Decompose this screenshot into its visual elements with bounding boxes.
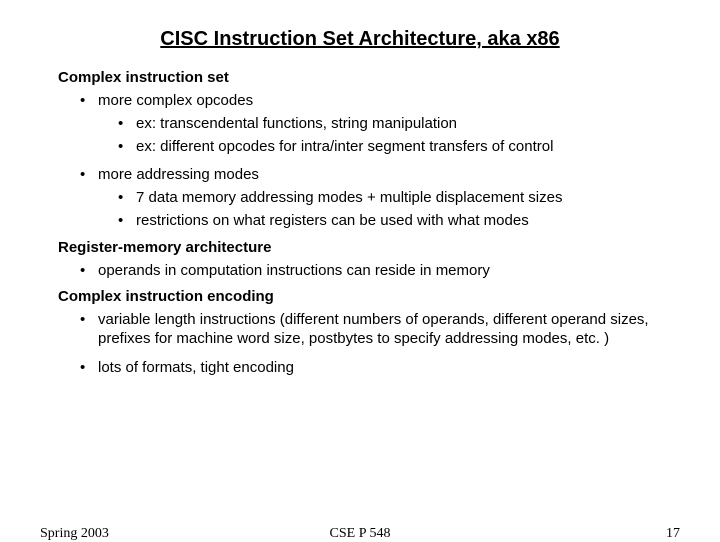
slide-title: CISC Instruction Set Architecture, aka x… xyxy=(40,28,680,51)
bullet-l2: 7 data memory addressing modes + multipl… xyxy=(136,189,670,208)
bullet-l1: more addressing modes xyxy=(98,166,680,185)
section-heading: Complex instruction encoding xyxy=(58,288,680,305)
bullet-l2: restrictions on what registers can be us… xyxy=(136,212,670,231)
bullet-l2: ex: different opcodes for intra/inter se… xyxy=(136,138,670,157)
bullet-l1: operands in computation instructions can… xyxy=(98,262,680,281)
bullet-l1: more complex opcodes xyxy=(98,92,680,111)
section-heading: Complex instruction set xyxy=(58,69,680,86)
bullet-l1: lots of formats, tight encoding xyxy=(98,359,680,378)
bullet-l1: variable length instructions (different … xyxy=(98,311,680,349)
bullet-l2: ex: transcendental functions, string man… xyxy=(136,115,670,134)
section-heading: Register-memory architecture xyxy=(58,239,680,256)
